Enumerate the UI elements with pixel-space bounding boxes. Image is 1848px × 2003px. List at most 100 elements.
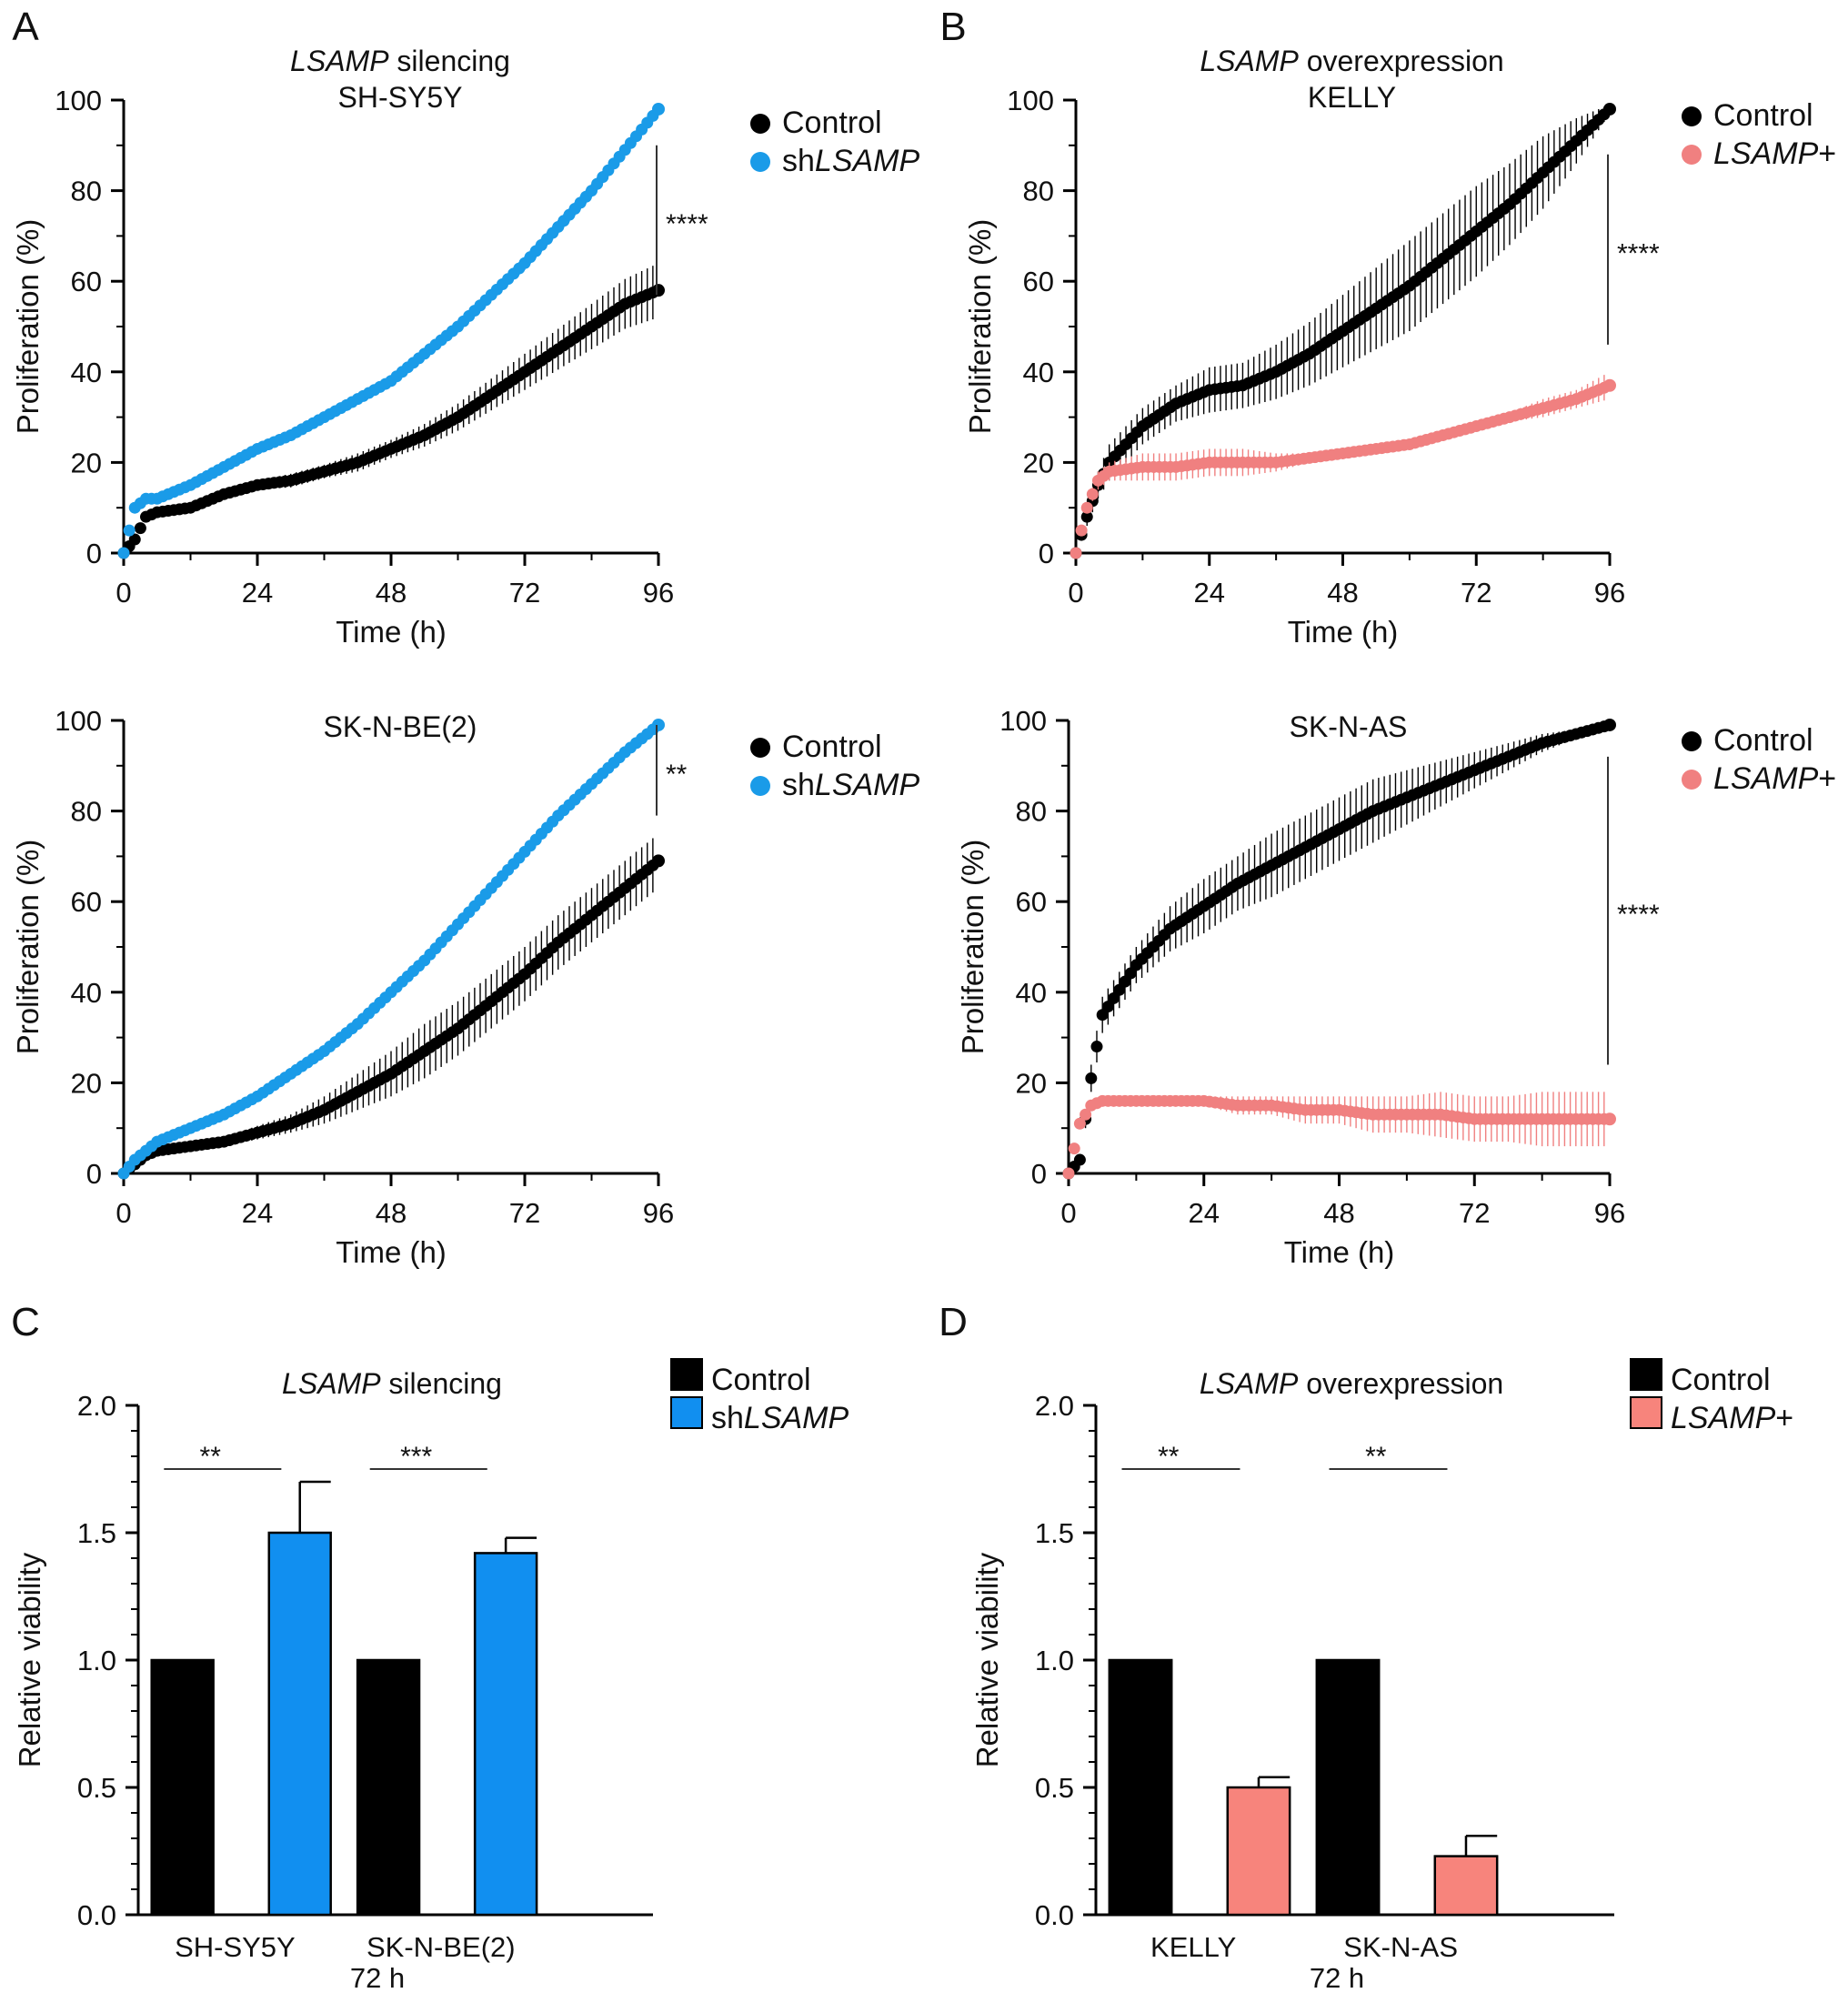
category-label: KELLY [1150,1931,1236,1963]
y-tick-label: 80 [71,796,102,828]
data-point [1070,547,1082,559]
y-tick-label: 20 [1023,447,1054,478]
x-axis-title: 72 h [1310,1962,1364,1994]
x-tick-label: 24 [1194,577,1225,609]
x-axis-title: Time (h) [1288,615,1399,649]
legend-text-italic: LSAMP [1713,136,1819,171]
data-point [1090,1041,1103,1053]
x-tick-label: 0 [1068,577,1083,609]
category-label: SK-N-AS [1343,1931,1458,1963]
legend-text: Control [782,730,882,764]
legend-text: + [1818,761,1836,796]
data-point [1080,501,1093,514]
y-tick-label: 0 [86,538,102,569]
legend-text: Control [1713,98,1813,133]
y-tick-label: 20 [71,1067,102,1099]
legend-label-LSAMP+: LSAMP+ [1671,1401,1793,1435]
x-axis-title: 72 h [350,1962,405,1994]
series-Control [117,266,665,559]
legend-label-Control: Control [782,730,882,764]
x-tick-label: 96 [643,577,674,609]
y-tick-label: 100 [999,705,1047,737]
data-point [1062,1167,1075,1180]
bar-shLSAMP [267,1531,332,1917]
y-tick-label: 1.0 [1035,1645,1074,1676]
series-LSAMP+ [1070,375,1616,559]
legend-text-italic: LSAMP [815,768,920,802]
chart-A-top: LSAMP silencing SH-SY5Y 0 20 40 60 80 100 0 24 48 7… [11,45,920,649]
x-tick-label: 0 [1060,1197,1076,1229]
y-tick-label: 100 [55,85,102,116]
legend-marker-Control [1682,106,1702,126]
y-tick-label: 1.5 [1035,1517,1074,1549]
panel-letter-A: A [12,5,39,49]
y-tick-label: 0.0 [77,1899,116,1931]
legend-text-italic: LSAMP [1671,1401,1776,1435]
chart-A-bottom: SK-N-BE(2) 0 20 40 60 80 100 0 24 48 72 96 Time (h) P… [11,705,920,1269]
legend-text: Control [711,1363,811,1397]
series-shLSAMP [117,102,665,559]
legend-text: sh [782,144,815,178]
data-point [1080,510,1093,523]
data-point [652,102,665,116]
bar-Control [356,1658,421,1917]
data-point [1603,1112,1616,1126]
chart-title-text: SK-N-BE(2) [324,710,477,743]
y-axis-title: Relative viability [970,1552,1004,1767]
chart-title-text: overexpression [1298,1367,1503,1400]
significance-label: **** [666,209,708,239]
legend-text: + [1818,136,1836,171]
y-tick-label: 100 [55,705,102,737]
bar-shLSAMP [473,1552,538,1917]
y-tick-label: 2.0 [1035,1390,1074,1422]
data-point [1085,1072,1098,1084]
legend-marker-Control [1682,731,1702,751]
x-axis-title: Time (h) [336,615,447,649]
x-tick-label: 72 [509,577,540,609]
data-point [1096,1009,1109,1022]
data-point [652,718,665,731]
legend-text: sh [782,768,815,802]
y-axis-title: Proliferation (%) [956,840,989,1055]
significance-label: ** [1158,1442,1180,1472]
bar-Control [150,1658,215,1917]
chart-title-italic: LSAMP [290,45,389,77]
data-point [117,547,130,559]
category-label: SK-N-BE(2) [367,1931,516,1963]
x-tick-label: 48 [376,577,407,609]
significance-label: **** [1617,900,1660,930]
x-tick-label: 24 [1189,1197,1220,1229]
x-tick-label: 0 [116,577,131,609]
legend-swatch-LSAMP+ [1630,1396,1662,1429]
x-tick-label: 48 [376,1197,407,1229]
y-tick-label: 0.0 [1035,1899,1074,1931]
y-tick-label: 40 [1016,977,1047,1009]
x-tick-label: 48 [1323,1197,1354,1229]
chart-title: LSAMP overexpression [1200,45,1503,77]
x-tick-label: 96 [1594,577,1625,609]
legend-text: Control [782,106,882,140]
legend-text-italic: LSAMP [1713,761,1819,796]
data-point [1119,975,1131,988]
legend-marker-LSAMP+ [1682,770,1702,790]
y-tick-label: 0 [1039,538,1054,569]
chart-title-text: SK-N-AS [1290,710,1408,743]
bar-Control [1315,1658,1381,1917]
legend-label-LSAMP+: LSAMP+ [1713,761,1836,796]
legend-label-Control: Control [782,106,882,140]
y-axis-title: Proliferation (%) [11,840,45,1055]
data-point [1073,1117,1086,1130]
y-tick-label: 0.5 [77,1772,116,1804]
y-tick-label: 2.0 [77,1390,116,1422]
panel-letter-B: B [939,5,966,49]
significance-label: **** [1617,238,1660,268]
x-tick-label: 96 [643,1197,674,1229]
legend-swatch-Control [670,1358,703,1391]
data-point [128,533,141,546]
y-tick-label: 20 [1016,1067,1047,1099]
series-Control [117,838,665,1180]
significance-label: ** [666,760,688,790]
data-point [1086,488,1099,500]
